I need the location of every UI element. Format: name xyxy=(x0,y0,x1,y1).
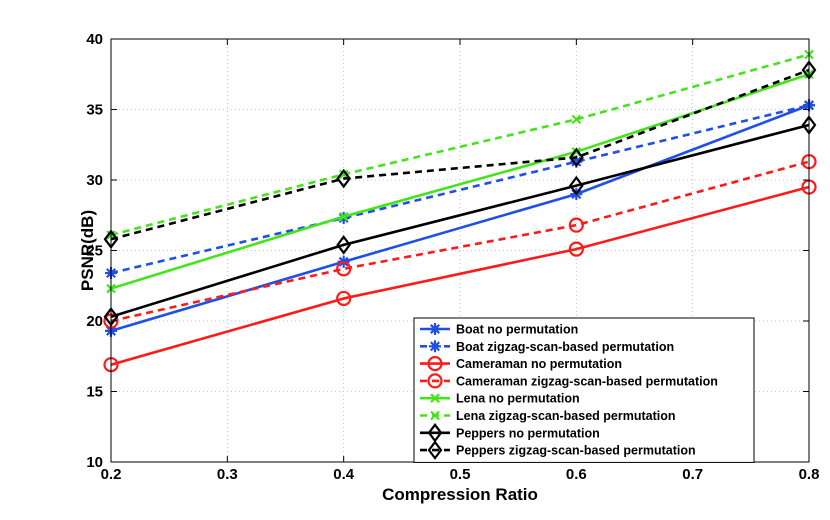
series-line xyxy=(110,53,810,237)
legend-circle-marker xyxy=(427,373,443,389)
asterisk-point xyxy=(570,155,583,168)
x-tick-label: 0.4 xyxy=(333,466,355,483)
x-point xyxy=(571,114,582,125)
series-line xyxy=(110,123,810,319)
x-tick-label: 0.2 xyxy=(101,466,122,483)
legend-label: Lena zigzag-scan-based permutation xyxy=(456,409,675,423)
series-line xyxy=(110,185,810,366)
y-axis-title: PSNR(dB) xyxy=(78,210,97,291)
legend-x-marker xyxy=(430,393,440,403)
circle-point xyxy=(568,217,584,233)
circle-point xyxy=(568,241,584,257)
legend-circle-marker xyxy=(427,356,443,372)
x-tick-label: 0.5 xyxy=(450,466,471,483)
circle-point xyxy=(336,261,352,277)
x-tick-label: 0.7 xyxy=(682,466,703,483)
legend-label: Boat no permutation xyxy=(456,323,578,337)
diamond-point xyxy=(336,235,352,255)
series-1 xyxy=(105,99,815,337)
diamond-point xyxy=(568,175,584,196)
legend-x-marker xyxy=(430,410,440,421)
legend-label: Lena no permutation xyxy=(456,392,580,406)
x-axis-title: Compression Ratio xyxy=(382,485,538,504)
y-tick-label: 10 xyxy=(86,454,103,471)
legend-label: Cameraman no permutation xyxy=(456,357,622,371)
circle-point xyxy=(336,290,352,307)
legend-label: Cameraman zigzag-scan-based permutation xyxy=(456,374,718,388)
y-tick-labels: 10 15 20 25 30 35 40 xyxy=(86,31,103,471)
x-tick-label: 0.8 xyxy=(799,466,820,483)
y-tick-label: 20 xyxy=(86,313,103,330)
y-tick-label: 35 xyxy=(86,102,103,119)
y-tick-label: 40 xyxy=(86,31,103,48)
legend-asterisk-marker xyxy=(429,323,441,335)
legend-box xyxy=(413,317,755,463)
series-line xyxy=(110,68,810,241)
diamond-point xyxy=(336,168,352,189)
legend-asterisk-marker xyxy=(429,340,441,353)
series-line xyxy=(110,104,810,333)
legend-label: Peppers zigzag-scan-based permutation xyxy=(456,444,696,458)
x-point xyxy=(338,211,349,222)
x-point xyxy=(338,169,349,180)
series-5 xyxy=(106,69,814,294)
x-tick-labels: 0.2 0.3 0.4 0.5 0.6 0.7 0.8 xyxy=(101,466,820,483)
y-tick-label: 15 xyxy=(86,384,103,401)
y-tick-label: 30 xyxy=(86,172,103,189)
series-7 xyxy=(103,115,817,327)
legend-diamond-marker xyxy=(427,440,443,460)
y-tick-label: 25 xyxy=(86,243,103,260)
legend-label: Peppers no permutation xyxy=(456,426,600,440)
legend: Boat no permutation Boat zigzag-scan-base… xyxy=(413,317,755,463)
axis-ticks xyxy=(110,38,810,463)
series-line xyxy=(110,73,810,290)
x-tick-label: 0.3 xyxy=(217,466,238,483)
diamond-point xyxy=(568,147,584,168)
legend-label: Boat zigzag-scan-based permutation xyxy=(456,340,674,354)
x-tick-label: 0.6 xyxy=(566,466,587,483)
